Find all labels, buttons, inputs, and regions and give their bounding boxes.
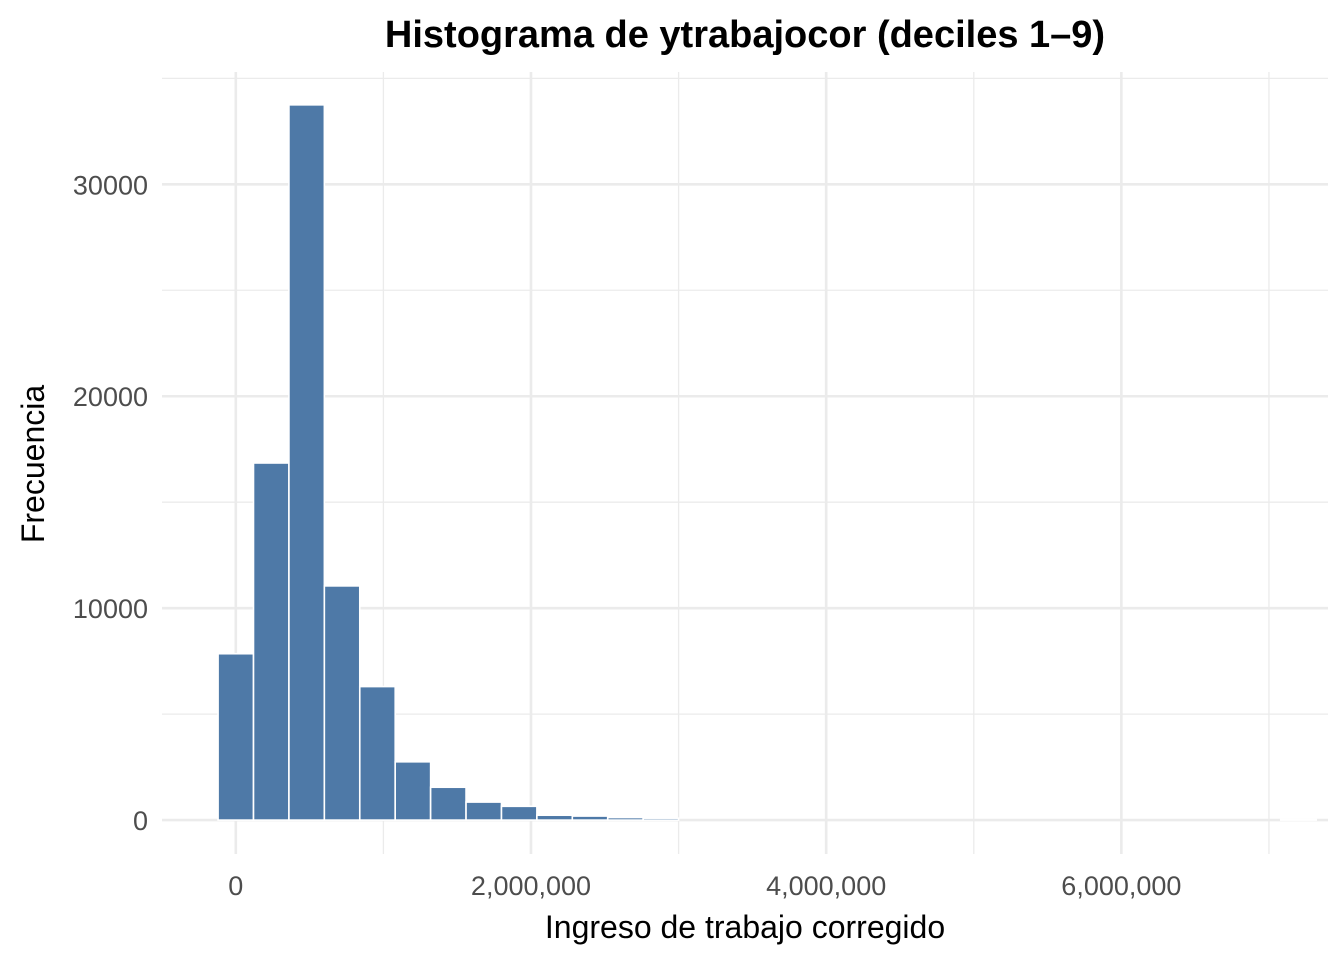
histogram-bar [252, 462, 290, 821]
x-axis-tick-labels: 0 2,000,000 4,000,000 6,000,000 [228, 871, 1181, 901]
histogram-bar [217, 652, 255, 821]
histogram-bar [394, 761, 432, 821]
histogram-bar [536, 814, 574, 821]
chart-title: Histograma de ytrabajocor (deciles 1–9) [385, 14, 1105, 56]
histogram-bar [358, 685, 397, 821]
histogram-bar [571, 815, 609, 821]
x-axis-label: Ingreso de trabajo corregido [545, 909, 945, 945]
y-tick-label: 30000 [73, 170, 148, 200]
x-tick-label: 6,000,000 [1061, 871, 1181, 901]
y-tick-label: 10000 [73, 594, 148, 624]
histogram-bar [606, 816, 644, 821]
y-axis-tick-labels: 0 10000 20000 30000 [73, 170, 148, 836]
histogram-bar [323, 585, 361, 821]
y-tick-label: 20000 [73, 382, 148, 412]
x-tick-label: 4,000,000 [766, 871, 886, 901]
histogram-bar [429, 786, 467, 821]
histogram-bar [642, 817, 680, 821]
x-tick-label: 2,000,000 [471, 871, 591, 901]
x-tick-label: 0 [228, 871, 243, 901]
y-tick-label: 0 [133, 806, 148, 836]
histogram-bar [1279, 818, 1317, 821]
histogram-bar [500, 805, 538, 821]
histogram-bar [288, 104, 326, 821]
histogram-bar [465, 801, 503, 821]
histogram-bars [217, 104, 1317, 821]
y-axis-label: Frecuencia [15, 385, 51, 544]
